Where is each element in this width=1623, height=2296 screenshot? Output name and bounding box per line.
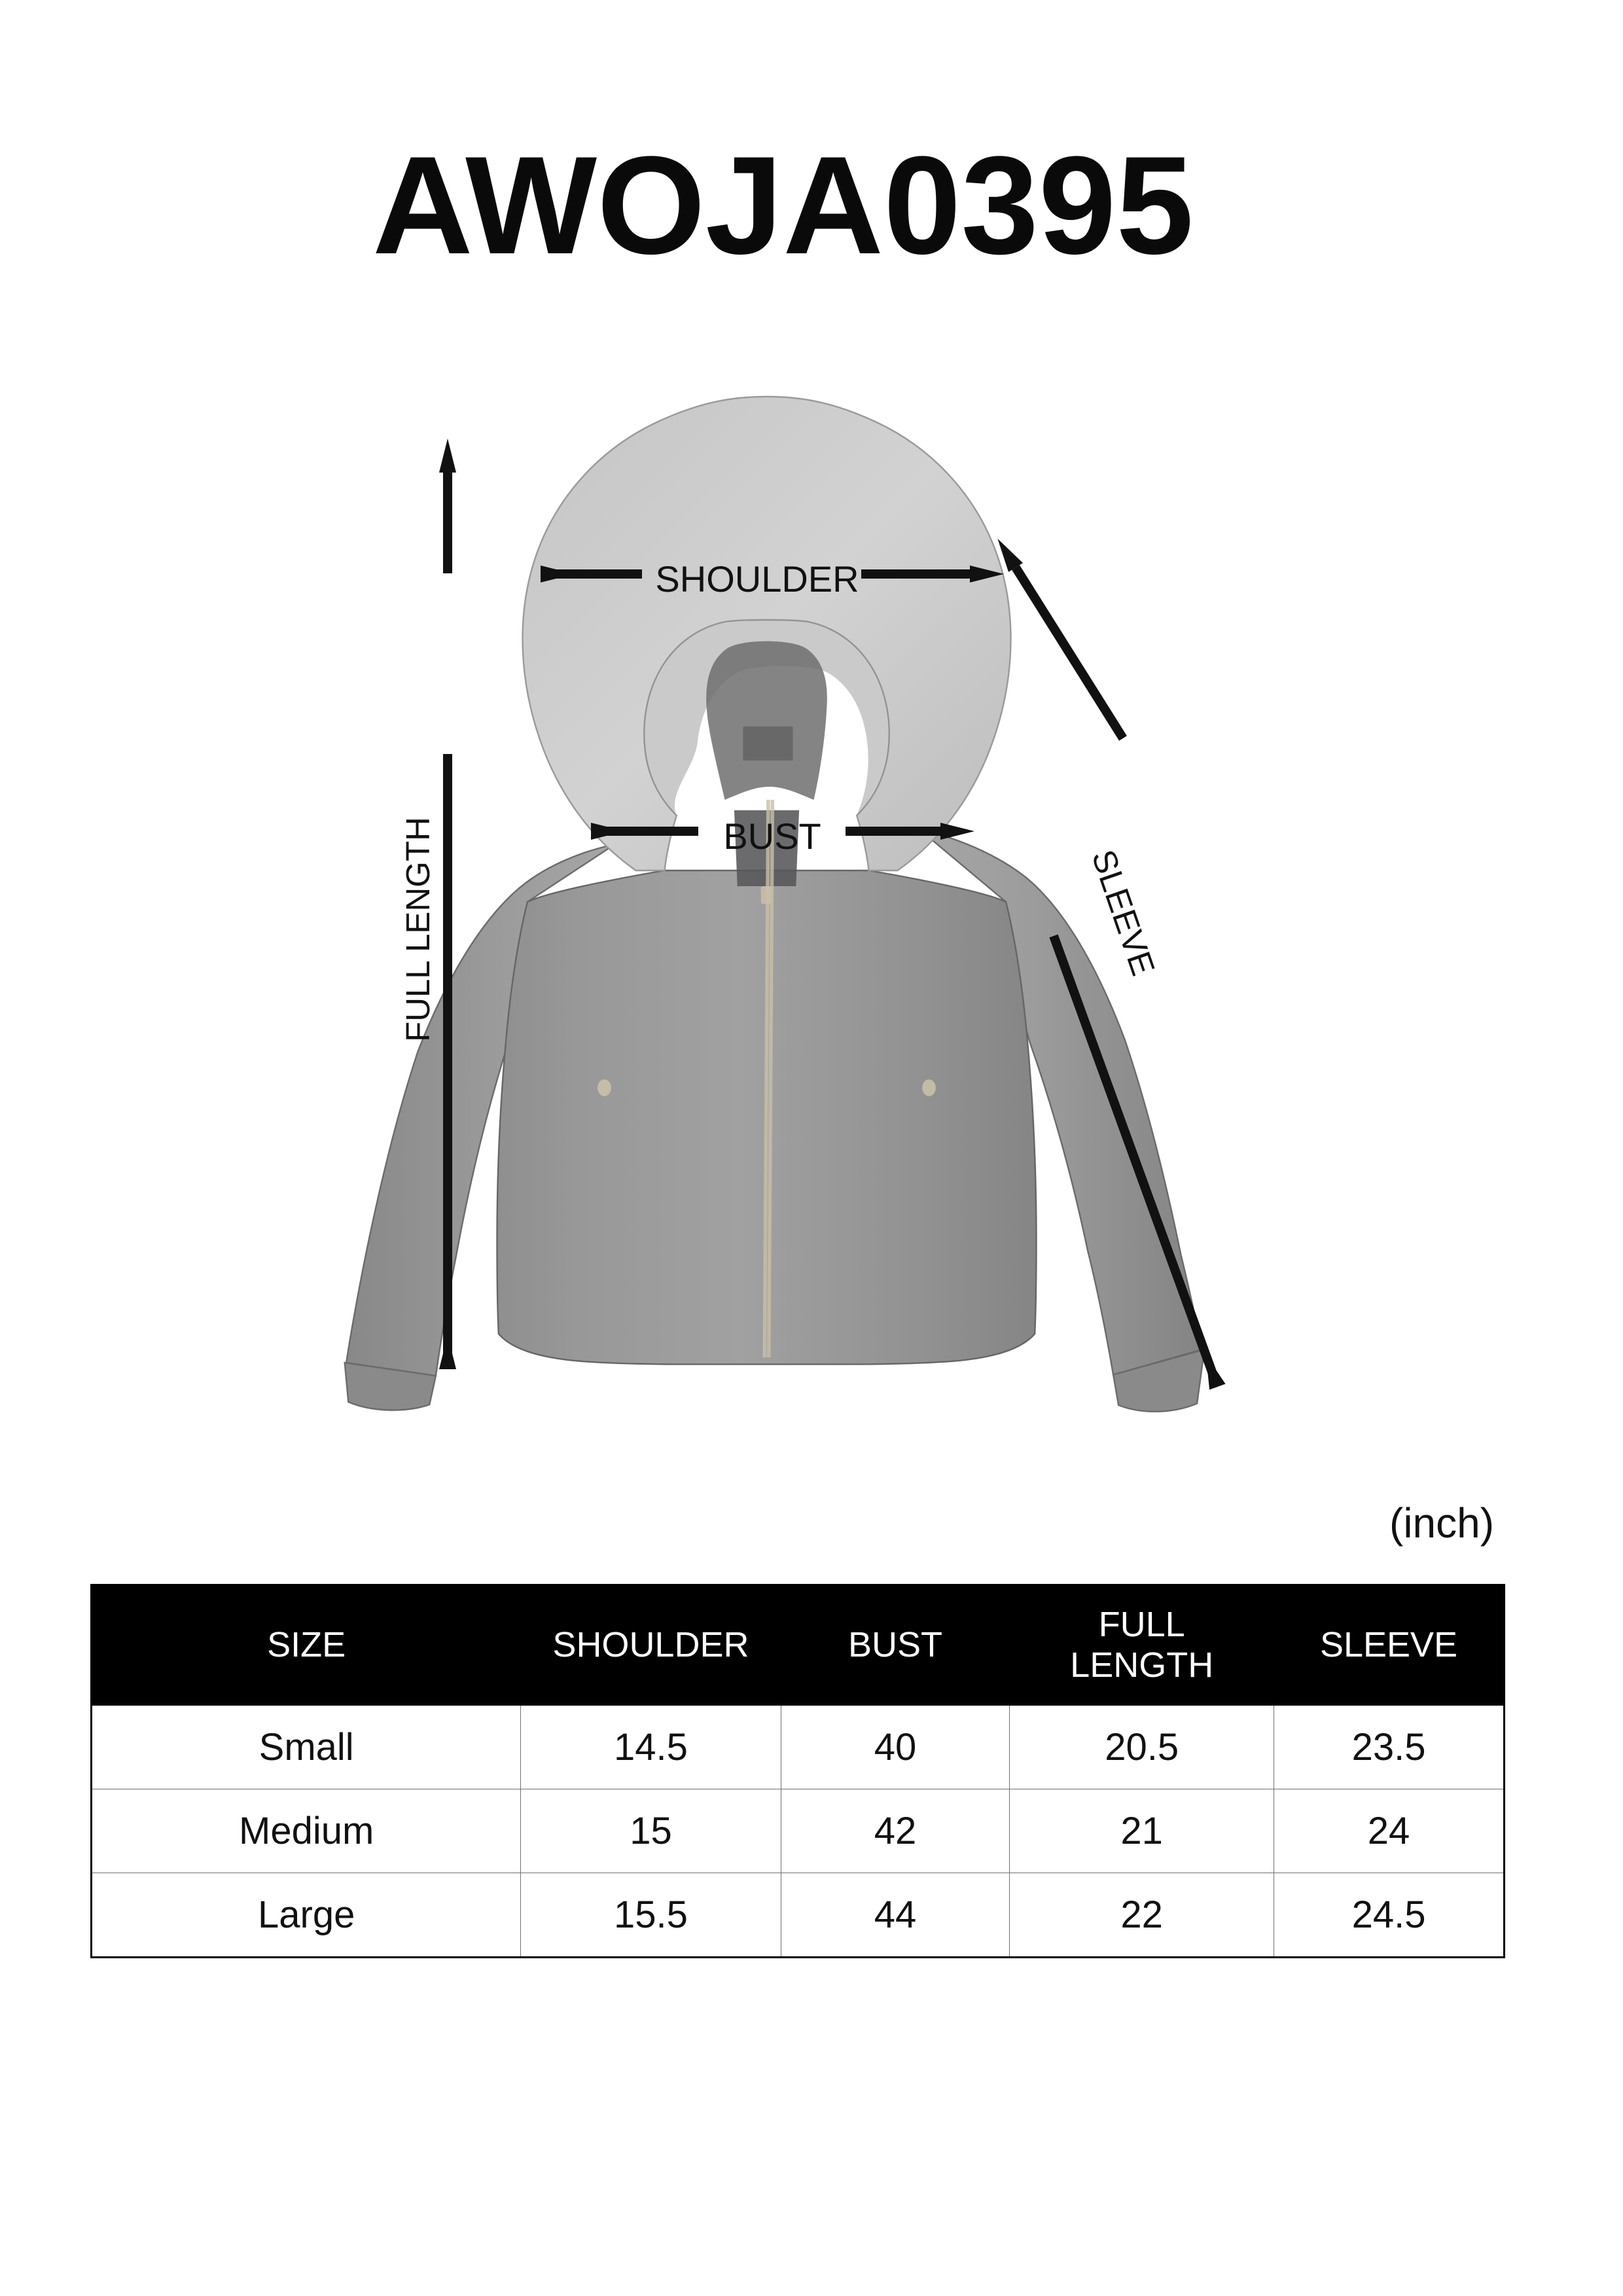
svg-text:SLEEVE: SLEEVE — [1084, 845, 1162, 980]
svg-text:FULL LENGTH: FULL LENGTH — [399, 817, 437, 1042]
svg-text:BUST: BUST — [723, 816, 821, 857]
svg-text:SHOULDER: SHOULDER — [655, 558, 859, 600]
